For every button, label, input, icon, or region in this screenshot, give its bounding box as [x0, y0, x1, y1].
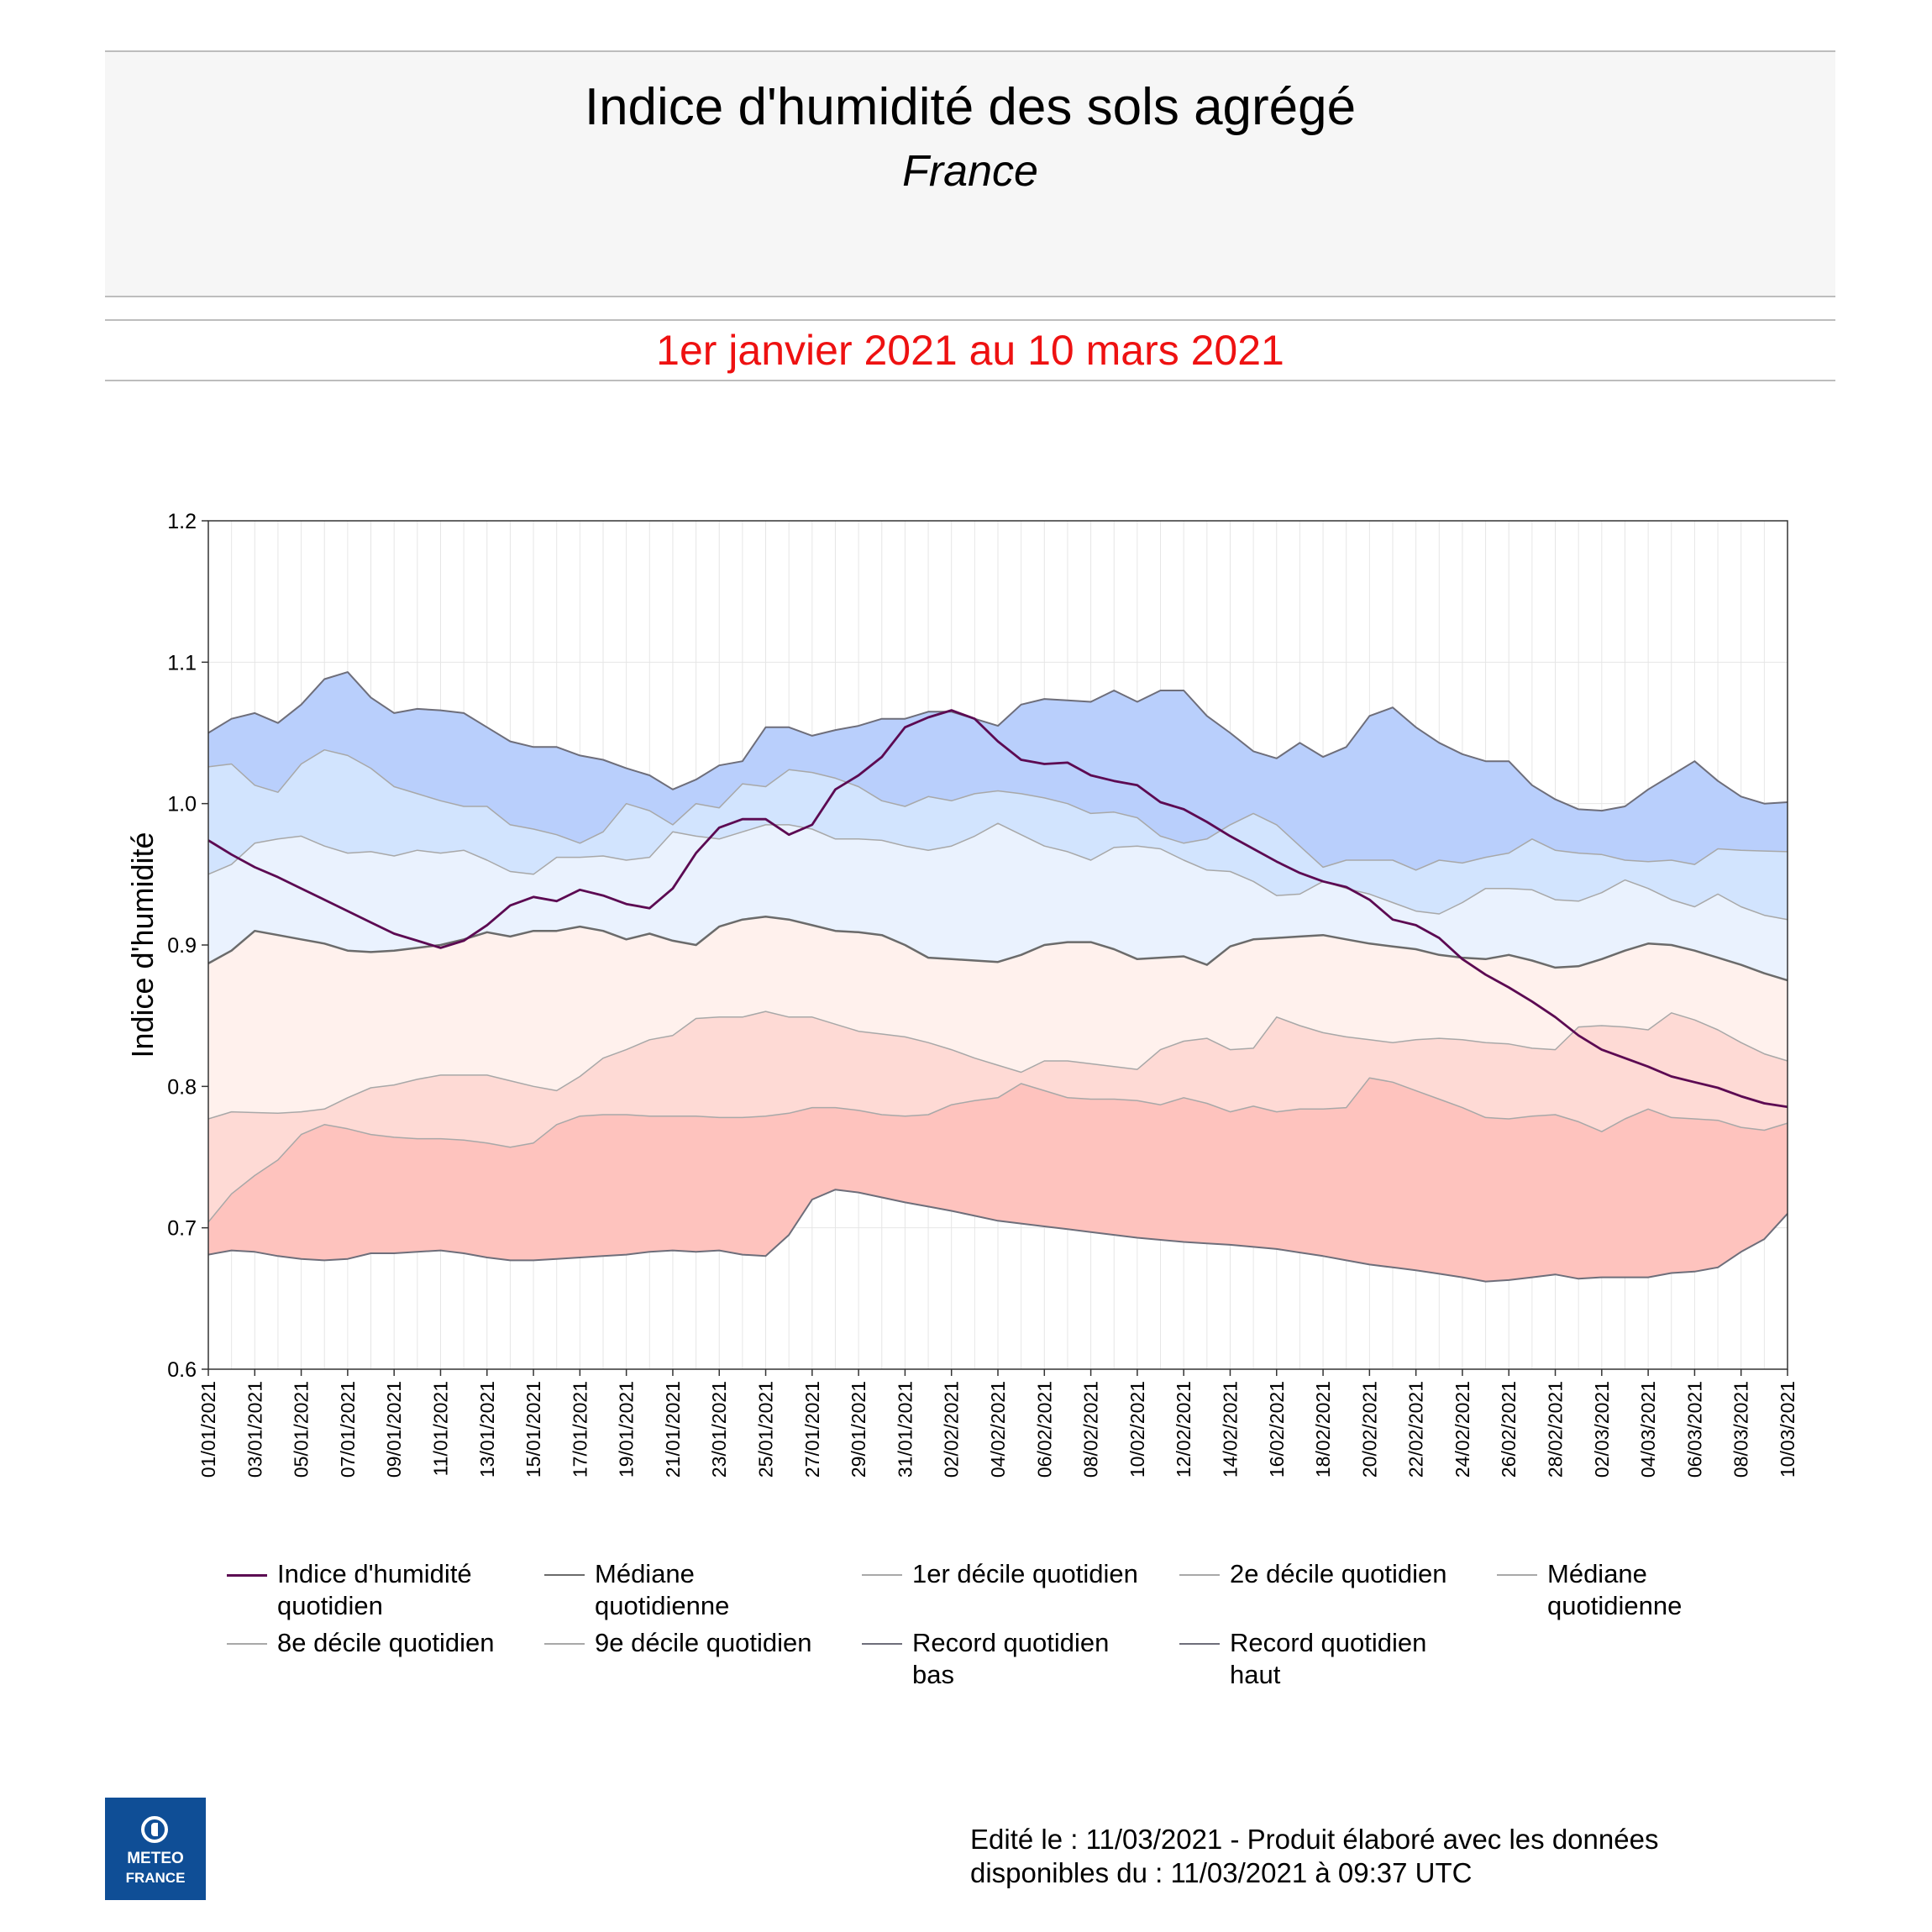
legend-swatch — [227, 1574, 267, 1577]
band-median-to-decile8 — [208, 823, 1788, 981]
x-tick-label: 06/03/2021 — [1683, 1381, 1705, 1478]
x-tick-label: 29/01/2021 — [848, 1381, 869, 1478]
x-tick-label: 08/02/2021 — [1080, 1381, 1102, 1478]
period-panel: 1er janvier 2021 au 10 mars 2021 — [105, 319, 1835, 381]
x-tick-label: 13/01/2021 — [476, 1381, 498, 1478]
legend-label: Médiane quotidienne — [595, 1559, 730, 1620]
legend-swatch — [862, 1574, 902, 1576]
legend-swatch — [227, 1643, 267, 1645]
legend-swatch — [1497, 1574, 1537, 1576]
y-tick-label: 1.1 — [167, 651, 197, 675]
series-index-line — [207, 709, 1788, 1109]
band-decile8-to-decile9 — [208, 749, 1788, 920]
legend-label: Record quotidien bas — [912, 1628, 1110, 1689]
period-label: 1er janvier 2021 au 10 mars 2021 — [656, 327, 1284, 374]
edition-footer: Edité le : 11/03/2021 - Produit élaboré … — [970, 1823, 1810, 1890]
x-tick-label: 08/03/2021 — [1730, 1381, 1752, 1478]
x-tick-label: 10/03/2021 — [1777, 1381, 1798, 1478]
y-tick-label: 0.9 — [167, 934, 197, 958]
soil-moisture-chart: 0.6 0.7 0.8 0.9 1.0 1.1 1.2 Indice d'humidité 01… — [125, 510, 1798, 1478]
series-record-high-line — [207, 671, 1788, 812]
x-tick-label: 12/02/2021 — [1173, 1381, 1194, 1478]
legend-label: Indice d'humidité quotidien — [277, 1559, 472, 1620]
legend-label: 9e décile quotidien — [595, 1628, 812, 1657]
legend-label: Record quotidien haut — [1230, 1628, 1427, 1689]
legend-label: Médiane quotidienne — [1547, 1559, 1683, 1620]
legend-item: Médiane quotidienne — [544, 1558, 822, 1622]
x-tick-label: 22/02/2021 — [1405, 1381, 1427, 1478]
y-tick-label: 1.0 — [167, 793, 197, 816]
x-tick-label: 04/03/2021 — [1637, 1381, 1659, 1478]
series-median-line — [207, 916, 1788, 982]
legend-item: Record quotidien haut — [1179, 1627, 1457, 1691]
x-tick-label: 09/01/2021 — [383, 1381, 405, 1478]
x-tick-label: 06/02/2021 — [1033, 1381, 1055, 1478]
legend-swatch — [544, 1643, 585, 1645]
legend-label: 1er décile quotidien — [912, 1559, 1138, 1588]
x-tick-label: 03/01/2021 — [244, 1381, 265, 1478]
x-tick-label: 02/02/2021 — [941, 1381, 963, 1478]
x-tick-label: 26/02/2021 — [1498, 1381, 1520, 1478]
legend-item: Record quotidien bas — [862, 1627, 1139, 1691]
chart-title: Indice d'humidité des sols agrégé — [584, 78, 1357, 136]
x-tick-label: 07/01/2021 — [337, 1381, 359, 1478]
x-tick-label: 04/02/2021 — [987, 1381, 1009, 1478]
legend-item: 8e décile quotidien — [227, 1627, 504, 1659]
band-decile9-to-record-high — [208, 672, 1788, 870]
legend-item: 2e décile quotidien — [1179, 1558, 1457, 1590]
series-decile1-line — [207, 1077, 1788, 1223]
series-record-low-line — [207, 1189, 1788, 1283]
y-tick-label: 1.2 — [167, 510, 197, 533]
series-decile2-line — [207, 1011, 1788, 1120]
band-record-low-to-decile1 — [208, 1078, 1788, 1282]
x-tick-label: 05/01/2021 — [291, 1381, 312, 1478]
x-tick-label: 01/01/2021 — [197, 1381, 219, 1478]
x-tick-label: 27/01/2021 — [801, 1381, 823, 1478]
x-tick-label: 23/01/2021 — [708, 1381, 730, 1478]
meteo-france-logo: METEO FRANCE — [105, 1798, 206, 1900]
x-tick-label: 02/03/2021 — [1591, 1381, 1613, 1478]
legend-swatch — [862, 1643, 902, 1645]
x-tick-label: 21/01/2021 — [662, 1381, 684, 1478]
x-tick-label: 24/02/2021 — [1452, 1381, 1473, 1478]
x-tick-label: 16/02/2021 — [1266, 1381, 1288, 1478]
y-tick-label: 0.7 — [167, 1217, 197, 1241]
x-tick-label: 11/01/2021 — [429, 1381, 451, 1476]
logo-text-line1: METEO — [127, 1850, 184, 1867]
header-panel: Indice d'humidité des sols agrégé France — [105, 50, 1835, 297]
legend-item: Médiane quotidienne — [1497, 1558, 1774, 1622]
x-tick-label: 31/01/2021 — [894, 1381, 916, 1478]
y-axis-label: Indice d'humidité — [125, 832, 160, 1058]
x-tick-label: 17/01/2021 — [569, 1381, 591, 1478]
x-tick-label: 14/02/2021 — [1219, 1381, 1241, 1478]
x-tick-label: 10/02/2021 — [1126, 1381, 1148, 1478]
x-tick-label: 15/01/2021 — [522, 1381, 544, 1478]
y-tick-label: 0.6 — [167, 1358, 197, 1382]
legend-item: 9e décile quotidien — [544, 1627, 822, 1659]
footer-line-1: Edité le : 11/03/2021 - Produit élaboré … — [970, 1824, 1659, 1855]
x-tick-label: 18/02/2021 — [1312, 1381, 1334, 1478]
x-tick-label: 28/02/2021 — [1545, 1381, 1567, 1478]
legend-swatch — [1179, 1643, 1220, 1645]
legend-item: 1er décile quotidien — [862, 1558, 1139, 1590]
chart-legend: Indice d'humidité quotidien Médiane quoti… — [227, 1558, 1823, 1709]
y-tick-label: 0.8 — [167, 1075, 197, 1099]
meteo-france-logo-icon — [141, 1816, 168, 1843]
logo-text-line2: FRANCE — [125, 1870, 186, 1886]
legend-label: 8e décile quotidien — [277, 1628, 495, 1657]
legend-swatch — [544, 1574, 585, 1576]
legend-swatch — [1179, 1574, 1220, 1576]
x-tick-label: 25/01/2021 — [755, 1381, 777, 1478]
x-tick-label: 19/01/2021 — [616, 1381, 638, 1478]
series-decile9-line — [207, 748, 1788, 871]
band-decile1-to-decile2 — [208, 1011, 1788, 1222]
x-tick-label: 20/02/2021 — [1358, 1381, 1380, 1478]
footer-line-2: disponibles du : 11/03/2021 à 09:37 UTC — [970, 1857, 1473, 1888]
legend-item: Indice d'humidité quotidien — [227, 1558, 504, 1622]
band-decile2-to-median — [208, 916, 1788, 1119]
legend-label: 2e décile quotidien — [1230, 1559, 1447, 1588]
series-decile8-line — [207, 822, 1788, 921]
chart-subtitle: France — [902, 147, 1038, 196]
